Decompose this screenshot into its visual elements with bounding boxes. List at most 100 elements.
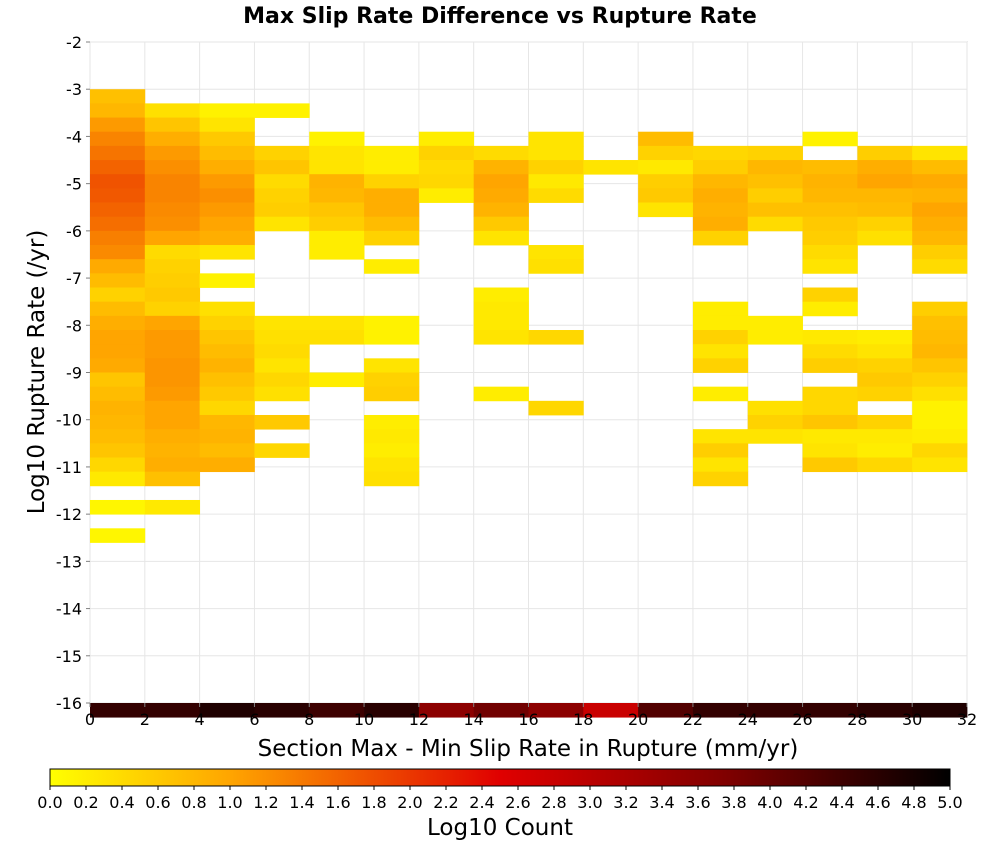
- heatmap-cell: [857, 174, 913, 189]
- heatmap-cell: [528, 188, 584, 203]
- colorbar-tick-label: 4.0: [757, 793, 782, 812]
- heatmap-cell: [199, 414, 255, 430]
- heatmap-cell: [473, 160, 529, 175]
- heatmap-cell: [912, 386, 968, 402]
- heatmap-cell: [90, 443, 146, 458]
- heatmap-cell: [418, 188, 475, 203]
- heatmap-cell: [912, 160, 968, 175]
- heatmap-cell: [254, 315, 310, 331]
- heatmap-cell: [90, 358, 146, 373]
- heatmap-cell: [90, 160, 146, 175]
- heatmap-cell: [857, 457, 913, 473]
- heatmap-cell: [747, 414, 803, 430]
- heatmap-cell: [473, 202, 529, 218]
- heatmap-cell: [364, 372, 420, 388]
- heatmap-cell: [802, 344, 858, 359]
- heatmap-cell: [912, 330, 968, 345]
- heatmap-cell: [473, 703, 529, 718]
- heatmap-cell: [528, 245, 584, 260]
- heatmap-cell: [528, 174, 584, 189]
- heatmap-cell: [90, 528, 146, 543]
- heatmap-cell: [528, 145, 584, 161]
- heatmap-cell: [364, 145, 420, 161]
- heatmap-cell: [802, 386, 858, 402]
- heatmap-cell: [364, 330, 420, 345]
- colorbar-tick-label: 1.8: [361, 793, 386, 812]
- x-tick-label: 18: [573, 710, 593, 729]
- heatmap-cell: [473, 386, 529, 402]
- x-tick-label: 8: [304, 710, 314, 729]
- heatmap-cell: [90, 259, 146, 274]
- heatmap-cell: [364, 429, 420, 444]
- heatmap-cell: [309, 160, 365, 175]
- heatmap-cell: [309, 330, 365, 345]
- heatmap-cell: [912, 202, 968, 218]
- heatmap-cell: [254, 358, 310, 373]
- y-tick-label: -4: [66, 127, 82, 146]
- heatmap-cell: [857, 429, 913, 444]
- heatmap-cell: [309, 230, 365, 246]
- heatmap-cell: [144, 117, 201, 133]
- heatmap-cell: [802, 703, 858, 718]
- heatmap-cell: [144, 315, 201, 331]
- heatmap-cell: [802, 414, 858, 430]
- heatmap-cell: [692, 202, 749, 218]
- heatmap-cell: [144, 414, 201, 430]
- heatmap-cell: [802, 429, 858, 444]
- x-tick-label: 20: [628, 710, 648, 729]
- heatmap-cell: [199, 703, 255, 718]
- heatmap-cell: [199, 273, 255, 288]
- heatmap-cell: [254, 202, 310, 218]
- y-axis-ticks: -2 -3 -4 -5 -6 -7 -8 -9 -10 -11 -12 -13 -14 -15 -16: [56, 33, 90, 713]
- colorbar-tick-label: 1.2: [253, 793, 278, 812]
- heatmap-cell: [802, 259, 858, 274]
- heatmap-cell: [144, 174, 201, 189]
- heatmap-cell: [254, 174, 310, 189]
- heatmap-cell: [90, 372, 146, 388]
- heatmap-cell: [199, 216, 255, 232]
- heatmap-cell: [199, 174, 255, 189]
- colorbar-tick-label: 0.2: [73, 793, 98, 812]
- heatmap-cell: [692, 216, 749, 232]
- heatmap-cell: [912, 457, 968, 473]
- heatmap-cell: [912, 372, 968, 388]
- heatmap-cell: [90, 330, 146, 345]
- colorbar-tick-label: 2.8: [541, 793, 566, 812]
- colorbar-tick-label: 3.0: [577, 793, 602, 812]
- heatmap-cell: [583, 160, 639, 175]
- heatmap-cell: [912, 301, 968, 317]
- heatmap-cell: [912, 245, 968, 260]
- heatmap-cell: [692, 315, 749, 331]
- heatmap-cell: [90, 230, 146, 246]
- y-tick-label: -13: [56, 552, 82, 571]
- heatmap-cell: [199, 315, 255, 331]
- x-tick-label: 26: [792, 710, 812, 729]
- heatmap-cell: [364, 457, 420, 473]
- heatmap-cell: [199, 202, 255, 218]
- heatmap-cell: [364, 315, 420, 331]
- heatmap-cell: [912, 443, 968, 458]
- x-tick-label: 0: [85, 710, 95, 729]
- heatmap-cell: [857, 358, 913, 373]
- heatmap-cell: [802, 400, 858, 416]
- heatmap-cell: [364, 358, 420, 373]
- heatmap-cell: [309, 202, 365, 218]
- colorbar-ticks: 0.0 0.2 0.4 0.6 0.8 1.0 1.2 1.4 1.6 1.8 2.0 2.2 2.4 2…: [37, 786, 963, 812]
- colorbar-tick-label: 4.8: [901, 793, 926, 812]
- heatmap-cell: [747, 202, 803, 218]
- heatmap-cell: [802, 330, 858, 345]
- y-tick-label: -3: [66, 80, 82, 99]
- colorbar-tick-label: 1.4: [289, 793, 314, 812]
- heatmap-cell: [254, 330, 310, 345]
- heatmap-cell: [638, 174, 694, 189]
- colorbar-tick-label: 4.6: [865, 793, 890, 812]
- heatmap-cell: [364, 202, 420, 218]
- heatmap-cell: [747, 315, 803, 331]
- heatmap-cell: [90, 471, 146, 487]
- heatmap-cell: [473, 174, 529, 189]
- heatmap-cell: [692, 386, 749, 402]
- y-tick-label: -8: [66, 316, 82, 335]
- heatmap-cell: [90, 202, 146, 218]
- y-tick-label: -15: [56, 647, 82, 666]
- heatmap-cell: [90, 145, 146, 161]
